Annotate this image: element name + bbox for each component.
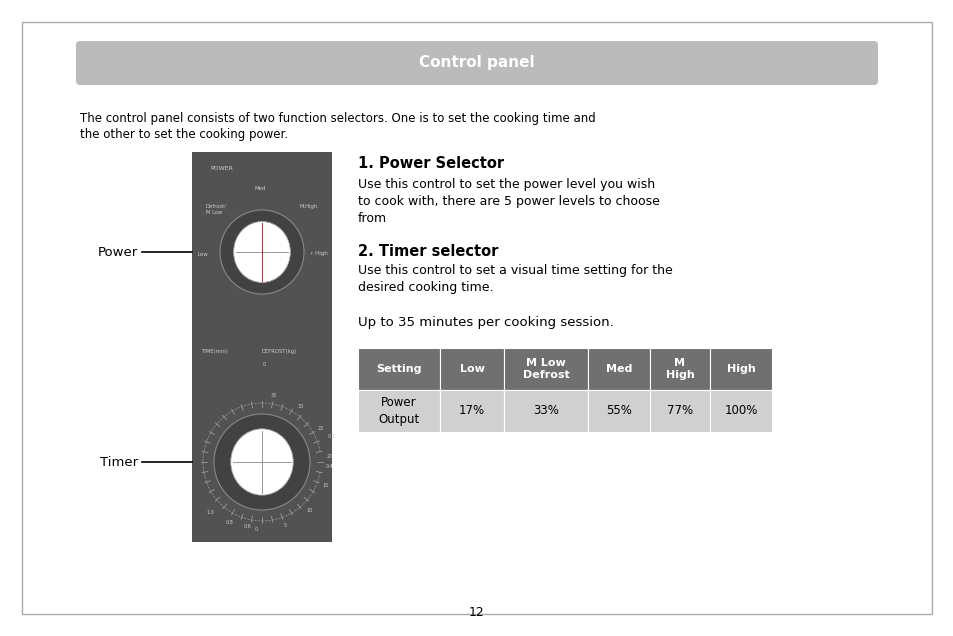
Bar bbox=[439, 348, 503, 390]
Text: 33%: 33% bbox=[533, 404, 558, 417]
Text: 15: 15 bbox=[322, 483, 329, 488]
Text: 0.4: 0.4 bbox=[326, 464, 334, 469]
Text: Use this control to set the power level you wish: Use this control to set the power level … bbox=[357, 178, 655, 191]
Text: Defrost/
M Low: Defrost/ M Low bbox=[206, 204, 227, 215]
Text: 1.0: 1.0 bbox=[206, 509, 213, 515]
Text: 0.6: 0.6 bbox=[244, 525, 252, 530]
Bar bbox=[587, 348, 649, 390]
Bar bbox=[192, 152, 332, 542]
Text: 1. Power Selector: 1. Power Selector bbox=[357, 156, 503, 171]
Text: the other to set the cooking power.: the other to set the cooking power. bbox=[80, 128, 288, 141]
Text: M
High: M High bbox=[665, 357, 694, 380]
Text: • High: • High bbox=[310, 251, 328, 256]
Text: M Low
Defrost: M Low Defrost bbox=[522, 357, 569, 380]
Text: High: High bbox=[726, 364, 755, 374]
Text: 0.8: 0.8 bbox=[226, 520, 233, 525]
Bar bbox=[503, 348, 587, 390]
Text: DEFROST(kg): DEFROST(kg) bbox=[262, 350, 297, 354]
Bar bbox=[357, 390, 439, 432]
Text: 5: 5 bbox=[283, 523, 287, 529]
Ellipse shape bbox=[231, 429, 293, 495]
Text: desired cooking time.: desired cooking time. bbox=[357, 281, 493, 294]
Text: 10: 10 bbox=[307, 508, 313, 513]
Text: 0: 0 bbox=[262, 362, 265, 367]
Circle shape bbox=[213, 414, 310, 510]
Text: POWER: POWER bbox=[210, 166, 233, 171]
FancyBboxPatch shape bbox=[76, 41, 877, 85]
Text: Med: Med bbox=[254, 186, 266, 191]
Bar bbox=[709, 348, 771, 390]
Text: Timer: Timer bbox=[100, 455, 138, 469]
Text: TIME(min): TIME(min) bbox=[202, 350, 229, 354]
Text: Up to 35 minutes per cooking session.: Up to 35 minutes per cooking session. bbox=[357, 316, 613, 329]
Text: 25: 25 bbox=[317, 425, 324, 431]
Text: The control panel consists of two function selectors. One is to set the cooking : The control panel consists of two functi… bbox=[80, 112, 595, 125]
Text: to cook with, there are 5 power levels to choose: to cook with, there are 5 power levels t… bbox=[357, 195, 659, 208]
Text: 30: 30 bbox=[297, 404, 304, 409]
Text: Setting: Setting bbox=[375, 364, 421, 374]
Text: 0.2: 0.2 bbox=[328, 434, 335, 439]
Text: 0: 0 bbox=[254, 527, 257, 532]
Text: M.High: M.High bbox=[299, 204, 317, 209]
Bar bbox=[503, 390, 587, 432]
Text: Use this control to set a visual time setting for the: Use this control to set a visual time se… bbox=[357, 264, 672, 277]
Text: 77%: 77% bbox=[666, 404, 692, 417]
Text: 2. Timer selector: 2. Timer selector bbox=[357, 244, 497, 259]
Bar bbox=[357, 348, 439, 390]
Text: Med: Med bbox=[605, 364, 632, 374]
Text: 20: 20 bbox=[326, 453, 333, 459]
Bar bbox=[709, 390, 771, 432]
Bar bbox=[649, 390, 709, 432]
Text: 55%: 55% bbox=[605, 404, 631, 417]
Text: Power
Output: Power Output bbox=[378, 396, 419, 425]
Bar bbox=[587, 390, 649, 432]
Text: Low: Low bbox=[198, 251, 209, 256]
Text: Power: Power bbox=[97, 245, 138, 258]
Text: 12: 12 bbox=[469, 605, 484, 618]
Text: 35: 35 bbox=[271, 392, 276, 398]
Text: 17%: 17% bbox=[458, 404, 484, 417]
Circle shape bbox=[220, 210, 304, 294]
Text: 100%: 100% bbox=[723, 404, 757, 417]
Text: Low: Low bbox=[459, 364, 484, 374]
Bar bbox=[649, 348, 709, 390]
Ellipse shape bbox=[233, 221, 290, 282]
Bar bbox=[439, 390, 503, 432]
Text: Control panel: Control panel bbox=[418, 55, 535, 71]
Text: from: from bbox=[357, 212, 387, 225]
